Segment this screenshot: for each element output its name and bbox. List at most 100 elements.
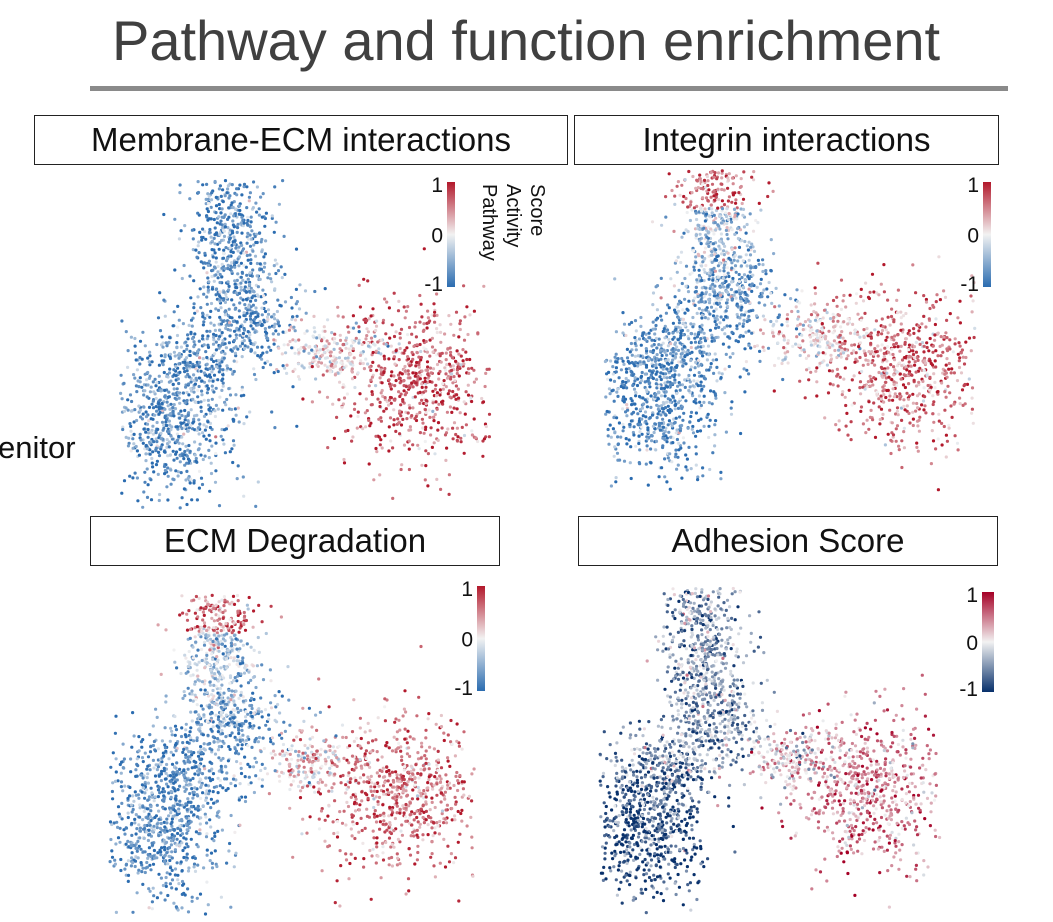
scatter-point xyxy=(682,441,686,445)
scatter-point xyxy=(341,383,345,387)
scatter-point xyxy=(126,815,130,820)
scatter-point xyxy=(237,245,241,249)
scatter-point xyxy=(443,366,447,370)
scatter-point xyxy=(359,425,363,429)
scatter-point xyxy=(725,207,729,211)
scatter-point xyxy=(347,330,351,334)
scatter-point xyxy=(697,418,701,423)
scatter-point xyxy=(614,366,619,370)
scatter-point xyxy=(263,309,268,314)
scatter-point xyxy=(197,469,202,473)
scatter-point xyxy=(183,360,187,364)
scatter-point xyxy=(363,411,367,415)
scatter-point xyxy=(664,215,668,219)
scatter-point xyxy=(362,277,366,281)
scatter-point xyxy=(651,303,655,307)
scatter-point xyxy=(189,423,193,427)
scatter-point xyxy=(315,363,319,367)
scatter-point xyxy=(727,212,731,216)
scatter-point xyxy=(380,381,384,385)
scatter-point xyxy=(665,367,669,371)
scatter-point xyxy=(676,401,681,405)
scatter-point xyxy=(899,310,903,314)
scatter-point xyxy=(244,280,248,284)
scatter-point xyxy=(484,424,488,429)
scatter-point xyxy=(208,489,212,493)
scatter-point xyxy=(272,325,276,329)
scatter-point xyxy=(660,353,664,358)
scatter-point xyxy=(391,496,395,500)
scatter-point xyxy=(155,342,159,347)
scatter-point xyxy=(218,395,222,399)
scatter-point xyxy=(737,272,741,277)
scatter-point xyxy=(172,414,176,418)
scatter-point xyxy=(634,407,638,411)
scatter-point xyxy=(710,268,714,272)
scatter-point xyxy=(430,445,434,449)
scatter-point xyxy=(229,250,233,254)
scatter-point xyxy=(809,370,813,374)
scatter-point xyxy=(242,263,246,267)
scatter-point xyxy=(439,352,443,356)
scatter-point xyxy=(691,315,695,320)
scatter-point xyxy=(126,365,130,369)
scatter-point xyxy=(435,477,439,481)
scatter-point xyxy=(813,318,818,322)
scatter-point xyxy=(404,384,408,389)
scatter-point xyxy=(947,367,951,371)
scatter-point xyxy=(451,437,455,441)
scatter-point xyxy=(398,371,402,375)
scatter-point xyxy=(220,266,224,270)
scatter-point xyxy=(406,411,410,415)
scatter-point xyxy=(680,183,684,187)
scatter-point xyxy=(244,290,248,294)
scatter-point xyxy=(196,400,200,404)
scatter-point xyxy=(666,397,670,401)
scatter-point xyxy=(735,283,739,287)
scatter-point xyxy=(263,330,268,334)
scatter-point xyxy=(896,345,900,349)
scatter-point xyxy=(326,349,330,353)
scatter-point xyxy=(687,373,691,378)
scatter-point xyxy=(245,185,249,189)
scatter-point xyxy=(227,307,231,311)
scatter-point xyxy=(815,329,819,333)
colorbar-tick-label: -1 xyxy=(960,273,979,296)
scatter-point xyxy=(325,356,329,360)
scatter-point xyxy=(714,228,718,232)
scatter-point xyxy=(266,317,270,321)
scatter-point xyxy=(361,361,365,366)
scatter-point xyxy=(645,448,649,452)
scatter-point xyxy=(777,356,781,360)
scatter-point xyxy=(212,332,216,336)
scatter-point xyxy=(361,427,365,431)
scatter-point xyxy=(604,412,608,416)
scatter-point xyxy=(725,324,729,328)
scatter-point xyxy=(178,460,182,464)
scatter-point xyxy=(929,385,933,389)
scatter-point xyxy=(228,246,232,250)
scatter-point xyxy=(186,413,190,417)
scatter-point xyxy=(178,183,182,187)
scatter-point xyxy=(406,333,410,337)
scatter-point xyxy=(407,447,411,451)
scatter-point xyxy=(936,354,940,358)
scatter-point xyxy=(465,305,469,309)
scatter-point xyxy=(143,447,147,451)
scatter-point xyxy=(326,318,330,322)
scatter-point xyxy=(653,332,657,336)
scatter-point xyxy=(636,422,640,426)
scatter-point xyxy=(712,390,716,394)
scatter-point xyxy=(219,350,224,354)
scatter-point xyxy=(185,429,190,433)
scatter-point xyxy=(721,276,726,280)
scatter-point xyxy=(276,269,281,273)
scatter-point xyxy=(303,331,307,335)
scatter-point xyxy=(619,435,623,439)
scatter-point xyxy=(666,404,670,408)
scatter-point xyxy=(707,353,711,357)
scatter-point xyxy=(706,317,710,321)
scatter-point xyxy=(220,331,224,335)
scatter-point xyxy=(341,385,345,389)
scatter-point xyxy=(621,359,625,363)
